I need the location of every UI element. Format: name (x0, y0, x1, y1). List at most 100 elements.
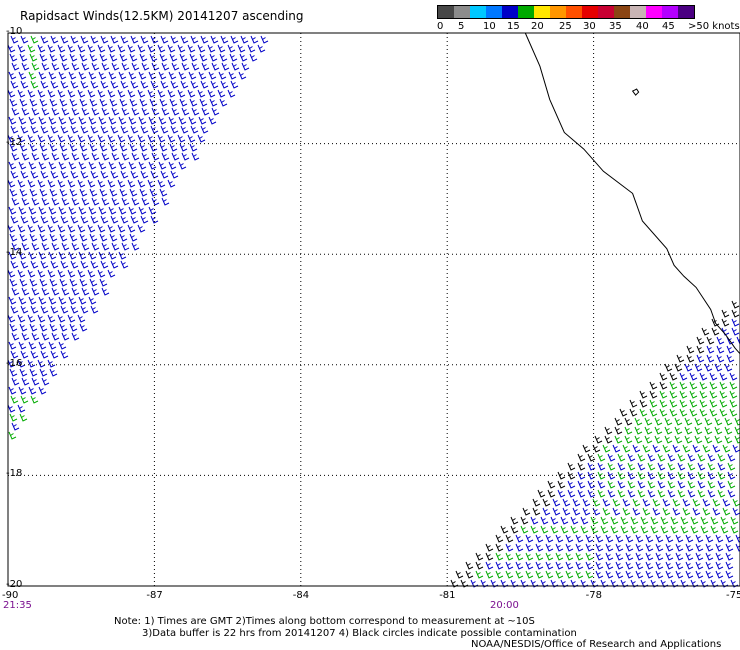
wind-barb (168, 71, 177, 80)
wind-barb (721, 318, 730, 327)
wind-barb (717, 471, 726, 480)
wind-barb (650, 525, 659, 534)
wind-barb (57, 179, 66, 188)
wind-barb (28, 386, 37, 395)
wind-barb (592, 498, 601, 507)
wind-barb (69, 188, 78, 197)
wind-barb (110, 35, 119, 44)
wind-barb (201, 107, 210, 116)
wind-barb (39, 368, 48, 377)
wind-barb (714, 363, 723, 372)
wind-barb (602, 498, 611, 507)
wind-barb (79, 323, 88, 332)
legend-label: 40 (636, 21, 649, 32)
wind-barb (9, 413, 18, 422)
wind-barb (41, 332, 50, 341)
wind-barb (717, 453, 726, 462)
wind-barb (672, 498, 681, 507)
wind-barb (567, 471, 576, 480)
wind-barb (625, 543, 634, 552)
wind-barb (575, 561, 584, 570)
wind-barb (545, 552, 554, 561)
wind-barb (647, 471, 656, 480)
wind-barb (640, 525, 649, 534)
wind-barb (177, 134, 186, 143)
wind-barb (674, 435, 683, 444)
wind-barb (572, 498, 581, 507)
wind-barb (615, 570, 624, 579)
wind-barb (695, 543, 704, 552)
wind-barb (178, 116, 187, 125)
wind-barb (647, 480, 656, 489)
wind-barb (40, 215, 49, 224)
wind-barb (535, 543, 544, 552)
wind-barb (719, 381, 728, 390)
wind-barb (675, 570, 684, 579)
wind-barb (540, 516, 549, 525)
wind-barb (10, 260, 19, 269)
wind-barb (19, 323, 28, 332)
wind-barb (177, 89, 186, 98)
wind-barb (665, 552, 674, 561)
wind-barb (138, 206, 147, 215)
wind-barb (218, 71, 227, 80)
wind-barb (199, 98, 208, 107)
wind-barb (505, 561, 514, 570)
wind-barb (48, 206, 57, 215)
wind-barb (109, 233, 118, 242)
wind-barb (696, 336, 705, 345)
wind-barb (575, 543, 584, 552)
wind-barb (29, 143, 38, 152)
wind-barb (715, 534, 724, 543)
wind-barb (585, 534, 594, 543)
wind-barb (29, 53, 38, 62)
wind-barb (121, 197, 130, 206)
wind-barb (178, 71, 187, 80)
wind-barb (111, 197, 120, 206)
wind-barb (127, 224, 136, 233)
wind-barb (657, 489, 666, 498)
wind-barb (40, 80, 49, 89)
wind-barb (567, 480, 576, 489)
wind-barb (665, 561, 674, 570)
wind-barb (705, 561, 714, 570)
wind-barb (30, 395, 39, 404)
wind-barb (622, 498, 631, 507)
wind-barb (80, 260, 89, 269)
wind-barb (60, 305, 69, 314)
wind-barb (725, 552, 734, 561)
wind-barb (149, 143, 158, 152)
wind-barb (637, 471, 646, 480)
wind-barb (605, 534, 614, 543)
wind-barb (8, 296, 17, 305)
wind-barb (21, 287, 30, 296)
wind-barb (111, 62, 120, 71)
wind-barb (71, 242, 80, 251)
wind-barb (49, 278, 58, 287)
wind-barb (120, 215, 129, 224)
wind-barb (680, 525, 689, 534)
wind-barb (620, 525, 629, 534)
wind-barb (107, 134, 116, 143)
wind-barb (68, 251, 77, 260)
wind-barb (147, 44, 156, 53)
wind-barb (704, 435, 713, 444)
wind-barb (119, 53, 128, 62)
wind-barb (209, 98, 218, 107)
wind-barb (77, 89, 86, 98)
wind-barb (170, 35, 179, 44)
wind-barb (60, 350, 69, 359)
wind-barb (577, 489, 586, 498)
wind-barb (59, 323, 68, 332)
wind-barb (689, 390, 698, 399)
wind-barb (169, 53, 178, 62)
wind-barb (50, 80, 59, 89)
wind-barb (210, 80, 219, 89)
wind-barb (157, 134, 166, 143)
wind-barb (725, 570, 734, 579)
wind-barb (47, 359, 56, 368)
legend-swatch (454, 6, 470, 18)
wind-barb (532, 507, 541, 516)
wind-barb (714, 426, 723, 435)
wind-barb (689, 399, 698, 408)
